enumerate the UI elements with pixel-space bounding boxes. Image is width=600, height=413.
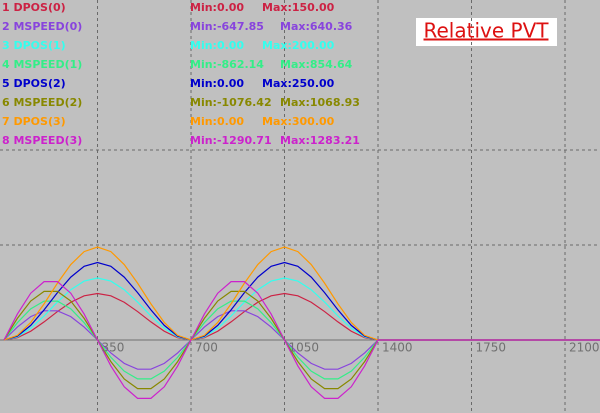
legend-max: Max:640.36: [280, 20, 353, 33]
legend-name: 1 DPOS(0): [2, 1, 66, 14]
legend-name: 3 DPOS(1): [2, 39, 66, 52]
legend-name: 2 MSPEED(0): [2, 20, 82, 33]
legend-max: Max:300.00: [262, 115, 335, 128]
x-tick-label: 2100: [569, 341, 600, 355]
x-tick-label: 1050: [289, 341, 320, 355]
legend-max: Max:150.00: [262, 1, 335, 14]
x-tick-label: 1750: [476, 341, 507, 355]
x-tick-label: 350: [102, 341, 125, 355]
x-tick-label: 1400: [382, 341, 413, 355]
legend-name: 7 DPOS(3): [2, 115, 66, 128]
legend-max: Max:250.00: [262, 77, 335, 90]
series-line: [3, 290, 600, 390]
series-line: [3, 310, 600, 370]
legend-min: Min:0.00: [190, 115, 244, 128]
legend-name: 5 DPOS(2): [2, 77, 66, 90]
legend-name: 4 MSPEED(1): [2, 58, 82, 71]
legend-name: 8 MSPEED(3): [2, 134, 82, 147]
legend-max: Max:200.00: [262, 39, 335, 52]
x-tick-label: 700: [195, 341, 218, 355]
series-line: [3, 246, 600, 341]
legend-min: Min:0.00: [190, 77, 244, 90]
legend-name: 6 MSPEED(2): [2, 96, 82, 109]
legend-max: Max:1283.21: [280, 134, 360, 147]
title-box: [416, 18, 557, 46]
legend-max: Max:1068.93: [280, 96, 360, 109]
legend-min: Min:0.00: [190, 39, 244, 52]
series-line: [3, 300, 600, 380]
series-line: [3, 281, 600, 399]
legend-max: Max:854.64: [280, 58, 353, 71]
chart-title: Relative PVT: [424, 19, 550, 43]
legend-min: Min:-1290.71: [190, 134, 272, 147]
legend-min: Min:-647.85: [190, 20, 264, 33]
legend-min: Min:-862.14: [190, 58, 264, 71]
legend-min: Min:-1076.42: [190, 96, 272, 109]
legend-min: Min:0.00: [190, 1, 244, 14]
